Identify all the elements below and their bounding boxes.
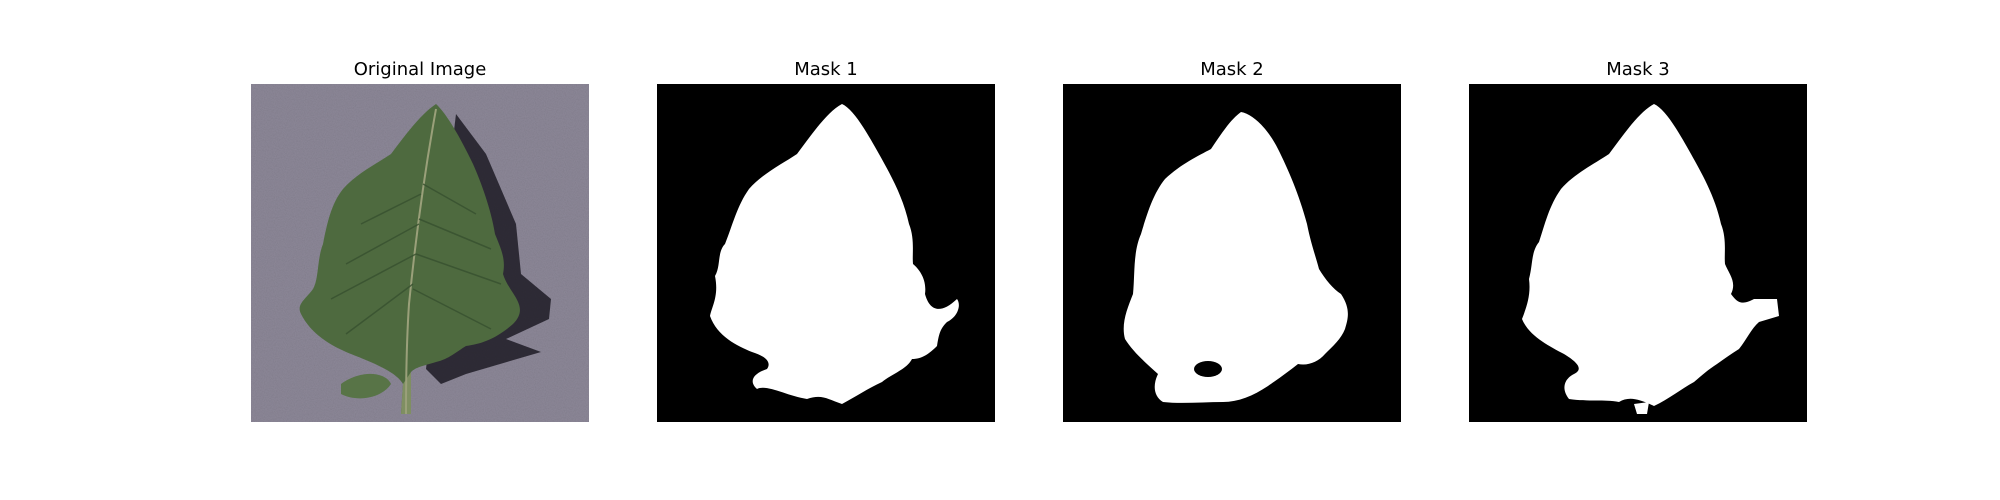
- mask-2-hole: [1194, 361, 1222, 377]
- original-leaf-image: [251, 84, 589, 422]
- mask-1-panel: Mask 1: [657, 56, 995, 422]
- original-image-panel: Original Image: [251, 56, 589, 422]
- panel-title-mask-3: Mask 3: [1606, 59, 1670, 80]
- mask-2-panel: Mask 2: [1063, 56, 1401, 422]
- mask-2-image: [1063, 84, 1401, 422]
- panel-title-mask-1: Mask 1: [794, 59, 858, 80]
- mask-3-panel: Mask 3: [1469, 56, 1807, 422]
- mask-1-foreground: [710, 104, 959, 404]
- mask-1-image: [657, 84, 995, 422]
- mask-3-image: [1469, 84, 1807, 422]
- mask-2-foreground: [1123, 112, 1348, 403]
- leaf-shape: [299, 104, 520, 414]
- panel-title-mask-2: Mask 2: [1200, 59, 1264, 80]
- panel-title-original-image: Original Image: [353, 59, 487, 80]
- mask-3-bottom-notch: [1634, 402, 1649, 414]
- mask-3-foreground: [1522, 104, 1779, 406]
- leaf-midrib: [405, 108, 437, 415]
- small-leaflet: [341, 373, 391, 399]
